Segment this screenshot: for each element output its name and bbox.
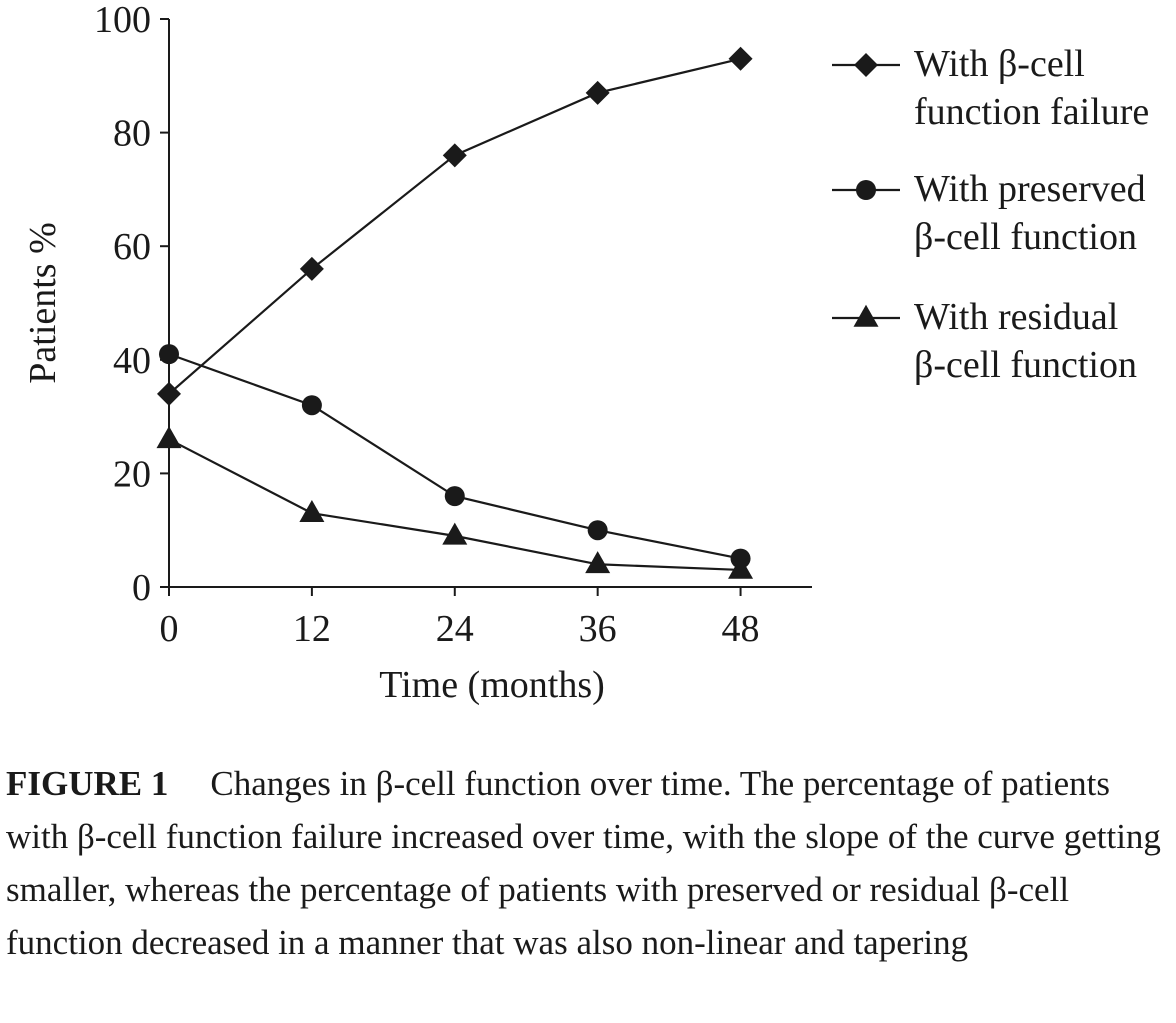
- chart-legend: With β-cell function failure With preserve…: [832, 43, 1149, 386]
- y-tick-label: 40: [113, 340, 151, 382]
- legend-marker-diamond: [854, 53, 878, 77]
- y-tick-label: 80: [113, 113, 151, 155]
- chart-axes: 0 20 40 60 80 100 0 12 24 36 48: [94, 0, 812, 650]
- x-tick-label: 48: [722, 608, 760, 650]
- data-point-circle: [159, 344, 179, 365]
- data-point-triangle: [728, 556, 754, 579]
- figure-caption-text: Changes in β-cell function over time. Th…: [6, 764, 1161, 962]
- series-diamond: [157, 46, 753, 406]
- line-chart: 0 20 40 60 80 100 0 12 24 36 48 With β-cell functio…: [22, 0, 1149, 706]
- legend-marker-triangle: [853, 304, 879, 327]
- legend-label: function failure: [914, 91, 1149, 133]
- x-tick-label: 12: [293, 608, 331, 650]
- series-line: [168, 57, 741, 395]
- y-tick-label: 20: [113, 453, 151, 495]
- legend-item: With preserved β-cell function: [832, 168, 1146, 258]
- chart-series: [156, 46, 754, 579]
- legend-label: With residual: [914, 296, 1118, 338]
- legend-item: With residual β-cell function: [832, 296, 1137, 386]
- legend-label: β-cell function: [914, 344, 1137, 386]
- legend-item: With β-cell function failure: [832, 43, 1149, 133]
- x-tick-label: 36: [579, 608, 617, 650]
- data-point-triangle: [442, 522, 468, 545]
- data-point-triangle: [156, 426, 182, 449]
- y-tick-label: 60: [113, 226, 151, 268]
- x-axis-label: Time (months): [379, 664, 605, 706]
- y-tick-label: 100: [94, 0, 151, 41]
- data-point-diamond: [442, 143, 467, 168]
- series-triangle: [156, 426, 754, 579]
- x-tick-label: 0: [160, 608, 179, 650]
- data-point-circle: [444, 486, 465, 507]
- data-point-triangle: [299, 499, 325, 522]
- y-tick-label: 0: [132, 567, 151, 609]
- data-point-diamond: [157, 381, 181, 406]
- figure-caption-label: FIGURE 1: [6, 764, 169, 803]
- legend-label: With β-cell: [914, 43, 1085, 85]
- legend-marker-circle: [856, 180, 876, 200]
- legend-label: β-cell function: [914, 216, 1137, 258]
- data-point-diamond: [299, 256, 324, 281]
- series-circle: [159, 344, 751, 569]
- data-point-circle: [587, 520, 608, 541]
- data-point-triangle: [585, 551, 611, 574]
- data-point-diamond: [585, 80, 610, 105]
- data-point-diamond: [728, 46, 753, 71]
- x-tick-label: 24: [436, 608, 474, 650]
- legend-label: With preserved: [914, 168, 1146, 210]
- y-axis-label: Patients %: [22, 222, 64, 383]
- figure-caption: FIGURE 1 Changes in β-cell function over …: [6, 757, 1174, 969]
- data-point-circle: [301, 395, 322, 416]
